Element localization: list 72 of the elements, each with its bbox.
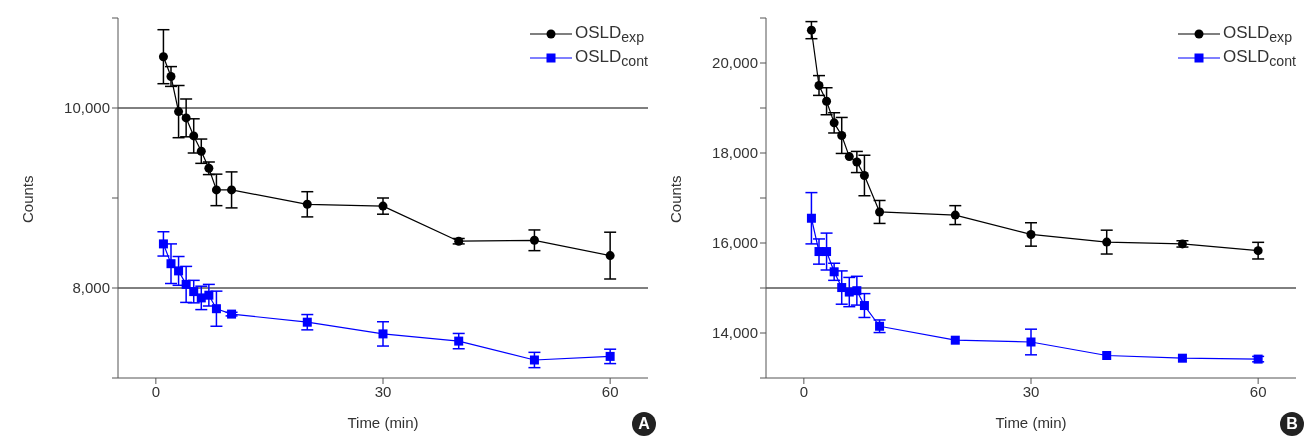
point — [814, 81, 824, 90]
point — [181, 279, 191, 289]
point — [829, 267, 839, 277]
point — [454, 336, 464, 346]
point — [166, 259, 176, 269]
point — [158, 239, 168, 249]
y-axis-title: Counts — [667, 175, 685, 223]
point — [1177, 239, 1187, 249]
point — [605, 251, 615, 261]
point — [806, 213, 816, 223]
text: B — [1280, 412, 1304, 436]
point — [211, 304, 221, 314]
point — [950, 210, 960, 220]
point — [529, 235, 539, 245]
point — [227, 185, 237, 195]
point — [302, 317, 312, 327]
x-tick-label: 0 — [799, 382, 809, 400]
point — [166, 72, 176, 81]
y-tick-label: 10,000 — [64, 99, 110, 117]
point — [1026, 229, 1036, 239]
point — [852, 286, 862, 296]
point — [822, 247, 832, 257]
y-tick-label: 8,000 — [72, 279, 110, 297]
y-axis-title: Counts — [19, 175, 37, 223]
point — [1026, 337, 1036, 347]
point — [227, 309, 237, 319]
point — [174, 107, 184, 117]
point — [852, 157, 862, 167]
point — [529, 355, 539, 365]
point — [829, 118, 839, 128]
point — [1102, 237, 1112, 247]
legend-label: OSLD$_{cont}$ — [1222, 46, 1296, 70]
point — [189, 131, 199, 141]
x-tick-label: 60 — [1249, 382, 1267, 400]
point — [1177, 353, 1187, 363]
point — [1102, 351, 1112, 360]
x-axis-title: Time (min) — [347, 414, 419, 431]
point — [378, 201, 388, 211]
legend-label: OSLD$_{exp}$ — [574, 22, 645, 46]
y-tick-label: 20,000 — [712, 54, 758, 72]
x-tick-label: 30 — [374, 382, 392, 400]
point — [181, 113, 191, 123]
point — [859, 301, 869, 311]
point — [844, 152, 854, 162]
x-tick-label: 60 — [601, 382, 619, 400]
point — [174, 266, 184, 276]
legend-label: OSLD$_{cont}$ — [574, 46, 648, 70]
x-tick-label: 30 — [1022, 382, 1040, 400]
point — [378, 329, 388, 339]
point — [837, 283, 847, 293]
y-tick-label: 14,000 — [712, 324, 758, 342]
y-tick-label: 16,000 — [712, 234, 758, 252]
point — [837, 130, 847, 140]
x-axis-title: Time (min) — [995, 414, 1067, 431]
point — [196, 146, 206, 156]
point — [859, 171, 869, 180]
point — [158, 52, 168, 62]
legend-label: OSLD$_{exp}$ — [1222, 22, 1293, 46]
x-tick-label: 0 — [151, 382, 161, 400]
point — [211, 185, 221, 195]
point — [806, 25, 816, 35]
point — [822, 96, 832, 106]
text: A — [632, 412, 656, 436]
point — [204, 290, 214, 300]
point — [1253, 246, 1263, 256]
point — [189, 287, 199, 297]
point — [454, 236, 464, 246]
point — [875, 207, 885, 217]
y-tick-label: 18,000 — [712, 144, 758, 162]
point — [950, 335, 960, 345]
point — [605, 351, 615, 361]
point — [302, 199, 312, 209]
